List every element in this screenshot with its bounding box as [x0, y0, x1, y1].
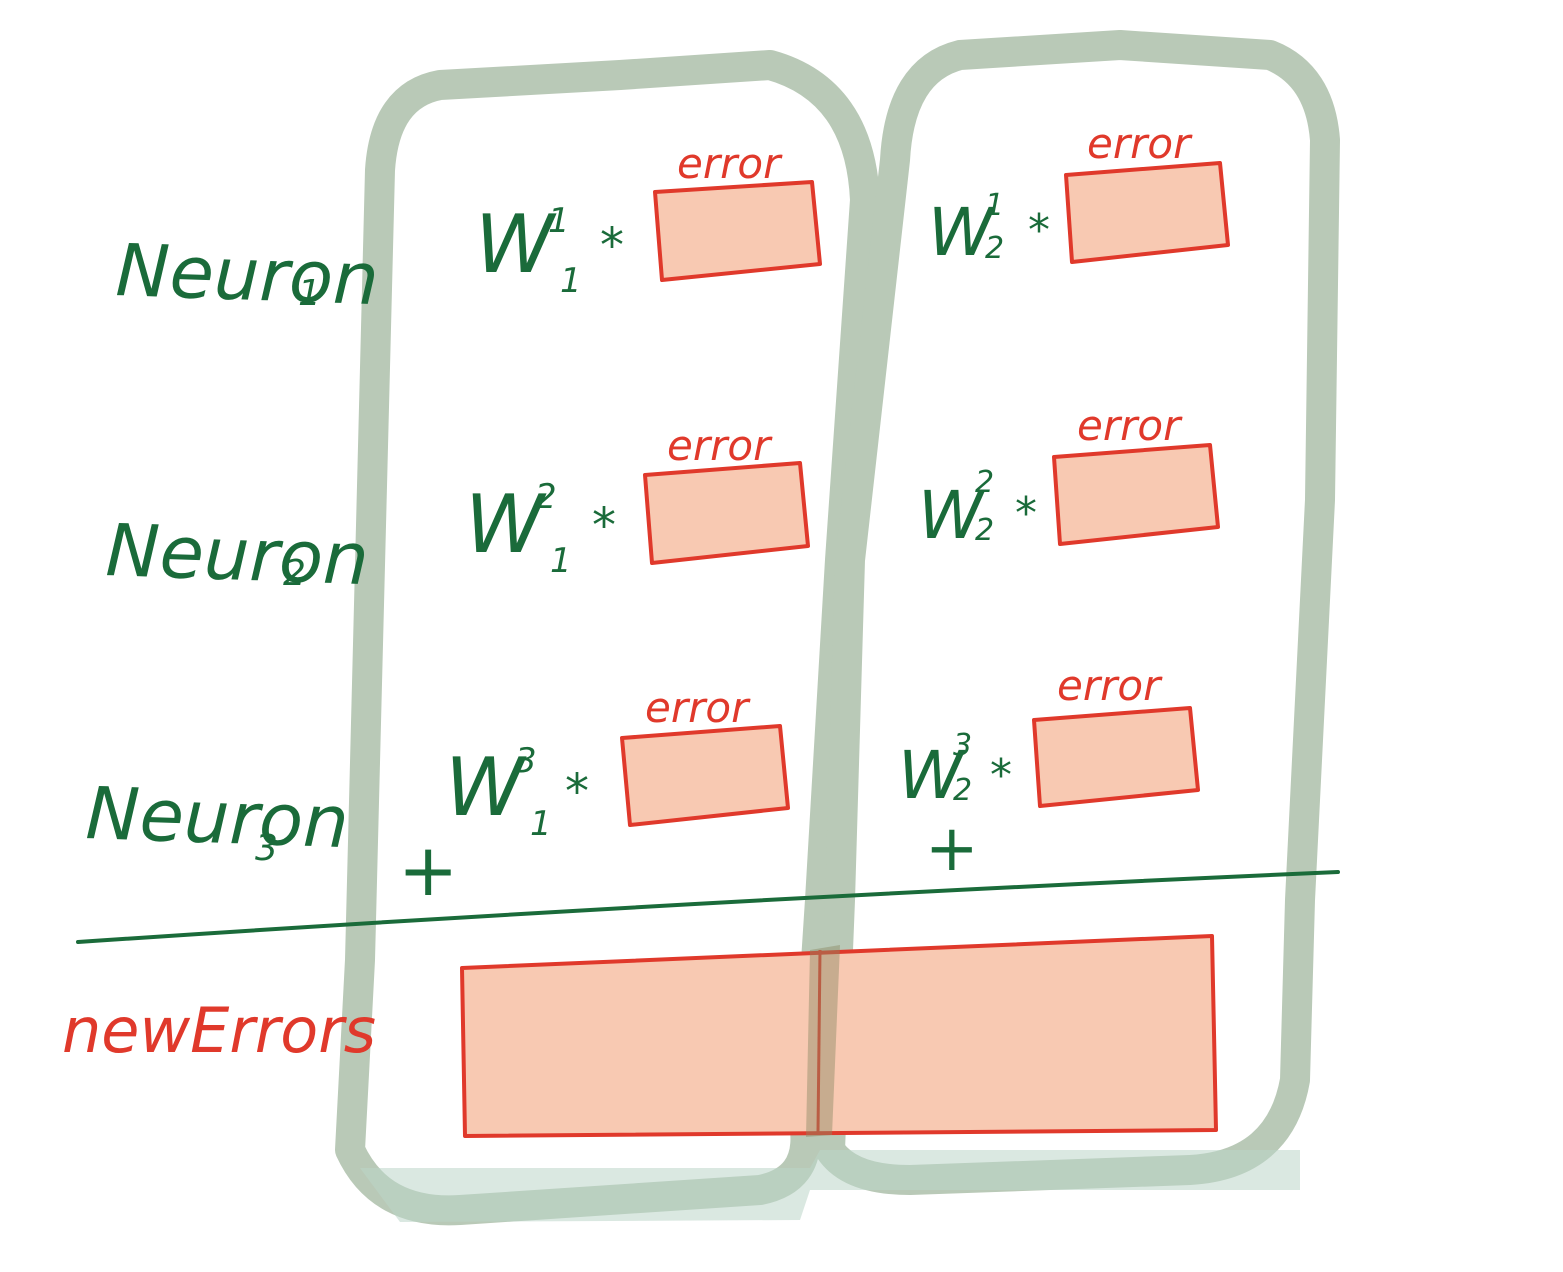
col2-weight-1-sub: 2	[985, 231, 1004, 266]
col1-weight-3-sub: 1	[530, 804, 552, 844]
col1-weight-2-sub: 1	[550, 541, 572, 581]
col2-weight-3: W	[898, 737, 966, 814]
col1-weight-2-sup: 2	[535, 477, 557, 517]
col1-weight-3: W	[445, 741, 527, 834]
col2-weight-1: W	[928, 194, 996, 271]
col1-error-box-2	[643, 461, 810, 565]
col1-error-label-2: error	[667, 421, 773, 470]
row-index-neuron-1: 1	[298, 273, 321, 314]
row-label-neuron-3: Neuron	[84, 771, 350, 864]
col2-weight-2-sup: 2	[975, 465, 994, 500]
col2-plus: +	[925, 812, 979, 886]
col2-error-label-3: error	[1057, 661, 1163, 710]
col1-weight-2: W	[465, 478, 547, 571]
col1-weight-1-sub: 1	[560, 261, 582, 301]
col1-error-label-1: error	[677, 139, 783, 188]
row-label-neuron-2: Neuron	[104, 508, 370, 601]
row-index-neuron-2: 2	[283, 553, 306, 594]
col2-op-2: *	[1015, 488, 1037, 539]
col1-weight-1-sup: 1	[548, 201, 570, 241]
col1-weight-3-sup: 3	[515, 741, 537, 781]
col2-weight-2-sub: 2	[975, 513, 994, 548]
col2-weight-3-sup: 3	[953, 728, 972, 763]
col2-error-box-1	[1064, 161, 1230, 264]
col1-op-3: *	[565, 764, 589, 820]
new-errors-box	[460, 934, 1218, 1138]
col2-weight-3-sub: 2	[953, 773, 972, 808]
col1-error-box-1	[653, 180, 822, 282]
col2-weight-1-sup: 1	[985, 188, 1004, 223]
row-label-neuron-1: Neuron	[114, 228, 380, 321]
col2-weight-2: W	[918, 477, 986, 554]
col2-error-label-2: error	[1077, 401, 1183, 450]
sum-line	[76, 870, 1340, 944]
column-outline-bottom-band	[360, 1150, 1300, 1222]
col1-weight-1: W	[475, 198, 557, 291]
new-errors-label: newErrors	[62, 994, 376, 1067]
col1-plus: +	[398, 828, 458, 912]
col2-error-label-1: error	[1087, 119, 1193, 168]
col1-error-box-3	[620, 724, 790, 827]
col2-error-box-2	[1052, 443, 1220, 546]
col1-op-2: *	[592, 498, 616, 554]
col2-op-1: *	[1028, 205, 1050, 256]
row-index-neuron-3: 3	[255, 828, 278, 869]
col2-op-3: *	[990, 750, 1012, 801]
col2-error-box-3	[1032, 706, 1200, 808]
col1-op-1: *	[600, 218, 624, 274]
column-outline-overlap	[806, 945, 840, 1137]
new-errors-box-divider	[816, 949, 822, 1133]
col1-error-label-3: error	[645, 683, 751, 732]
